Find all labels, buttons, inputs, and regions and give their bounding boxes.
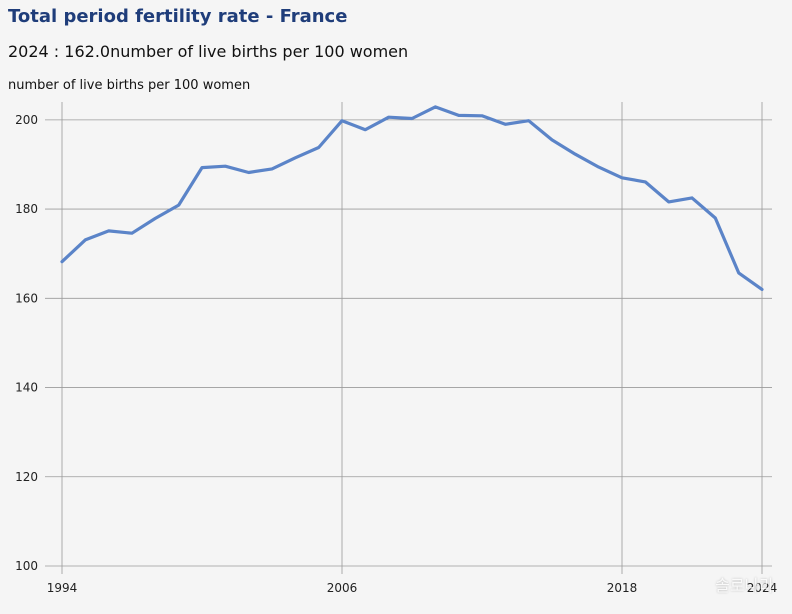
y-tick-labels: 100 120 140 160 180 200 <box>15 113 38 573</box>
data-point-1999[interactable] <box>174 200 184 210</box>
y-axis-unit-label: number of live births per 100 women <box>8 78 251 93</box>
data-point-1994[interactable] <box>57 257 67 267</box>
data-point-1996[interactable] <box>104 226 114 236</box>
data-point-2021[interactable] <box>687 193 697 203</box>
data-point-2018[interactable] <box>617 173 627 183</box>
data-point-2014[interactable] <box>524 116 534 126</box>
x-tick-label-2006: 2006 <box>327 581 358 595</box>
chart-title: Total period fertility rate - France <box>8 6 348 27</box>
data-point-2006[interactable] <box>337 116 347 126</box>
y-tick-label-200: 200 <box>15 113 38 127</box>
data-point-2004[interactable] <box>290 153 300 163</box>
x-tick-label-1994: 1994 <box>47 581 78 595</box>
data-point-2007[interactable] <box>360 125 370 135</box>
y-tick-label-160: 160 <box>15 291 38 305</box>
data-point-2024[interactable] <box>757 284 767 294</box>
y-tick-label-120: 120 <box>15 470 38 484</box>
series-line-france <box>60 105 764 291</box>
y-gridlines <box>45 119 772 567</box>
y-tick-label-180: 180 <box>15 202 38 216</box>
data-point-1995[interactable] <box>80 235 90 245</box>
x-tick-label-2018: 2018 <box>607 581 638 595</box>
x-tick-label-2024: 2024 <box>747 581 778 595</box>
data-point-2016[interactable] <box>570 149 580 159</box>
data-point-2013[interactable] <box>500 119 510 129</box>
data-point-2000[interactable] <box>197 163 207 173</box>
data-point-2010[interactable] <box>430 102 440 112</box>
x-tick-labels: 1994 2006 2018 2024 <box>47 581 778 595</box>
data-point-1997[interactable] <box>127 228 137 238</box>
data-point-2017[interactable] <box>594 162 604 172</box>
data-point-2003[interactable] <box>267 164 277 174</box>
y-tick-label-140: 140 <box>15 381 38 395</box>
x-gridlines <box>61 102 763 574</box>
data-point-2008[interactable] <box>384 112 394 122</box>
y-tick-label-100: 100 <box>15 559 38 573</box>
data-point-2001[interactable] <box>220 161 230 171</box>
data-point-2012[interactable] <box>477 111 487 121</box>
data-point-2020[interactable] <box>664 197 674 207</box>
data-point-2009[interactable] <box>407 114 417 124</box>
data-point-1998[interactable] <box>150 213 160 223</box>
data-point-2019[interactable] <box>640 177 650 187</box>
data-point-2011[interactable] <box>454 110 464 120</box>
data-point-2015[interactable] <box>547 135 557 145</box>
data-point-2022[interactable] <box>710 213 720 223</box>
latest-value-summary: 2024 : 162.0number of live births per 10… <box>8 42 409 61</box>
data-point-2005[interactable] <box>314 143 324 153</box>
watermark: 솔로나라 <box>715 576 774 595</box>
data-point-2002[interactable] <box>244 167 254 177</box>
data-point-2023[interactable] <box>734 268 744 278</box>
series-group <box>57 102 767 294</box>
